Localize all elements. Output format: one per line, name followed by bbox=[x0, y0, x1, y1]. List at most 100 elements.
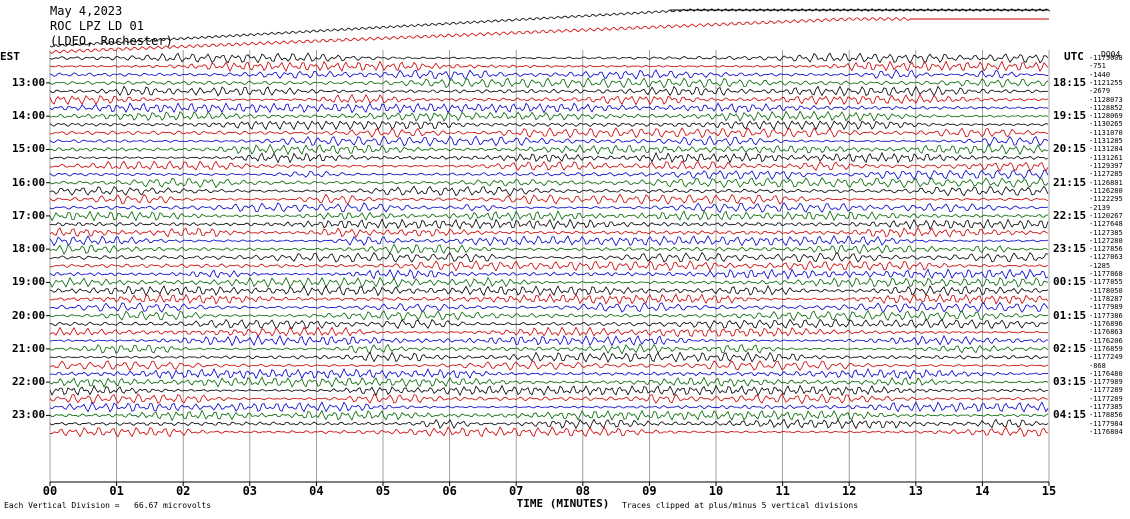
trace-line bbox=[49, 276, 1049, 289]
x-tick-label: 07 bbox=[508, 484, 524, 498]
trace-line bbox=[49, 309, 1049, 322]
trace-offset-label: -1131070 bbox=[1089, 128, 1123, 137]
trace-offset-label: -1122295 bbox=[1089, 195, 1123, 204]
trace-offset-label: -1177289 bbox=[1089, 394, 1123, 403]
trace-line bbox=[49, 367, 1049, 380]
est-hour-label: 23:00 bbox=[12, 408, 46, 422]
est-hour-label: 14:00 bbox=[12, 109, 46, 123]
trace-offset-label: -1178856 bbox=[1089, 411, 1123, 420]
trace-line bbox=[49, 102, 1049, 114]
trace-offset-label: -1126280 bbox=[1089, 186, 1123, 195]
trace-offset-label: -1176804 bbox=[1089, 428, 1123, 436]
trace-line bbox=[49, 326, 1049, 338]
trace-line bbox=[49, 334, 1049, 347]
trace-line bbox=[49, 127, 1049, 139]
est-hour-label: 20:00 bbox=[12, 308, 46, 322]
x-tick-label: 04 bbox=[309, 484, 324, 498]
x-tick-label: 08 bbox=[575, 484, 591, 498]
x-tick-label: 10 bbox=[708, 484, 724, 498]
trace-line bbox=[49, 268, 1049, 281]
station-label: ROC LPZ LD 01 bbox=[50, 19, 144, 33]
utc-hour-label: 00:15 bbox=[1053, 275, 1087, 289]
trace-line bbox=[49, 120, 1049, 131]
trace-offset-label: -1178050 bbox=[1089, 286, 1123, 295]
x-tick-label: 03 bbox=[242, 484, 258, 498]
trace-offset-label: -1128073 bbox=[1089, 95, 1123, 104]
trace-line bbox=[49, 243, 1049, 255]
trace-offset-label: -1129397 bbox=[1089, 162, 1123, 171]
trace-line bbox=[49, 110, 1049, 122]
trace-line bbox=[49, 77, 1049, 89]
trace-offset-label: -1177386 bbox=[1089, 311, 1123, 320]
dq-label: DQ04 bbox=[1101, 50, 1121, 59]
utc-hour-label: 21:15 bbox=[1053, 175, 1087, 189]
utc-hour-label: 04:15 bbox=[1053, 408, 1087, 422]
trace-offset-label: -1131285 bbox=[1089, 137, 1123, 146]
trace-offset-label: -1440 bbox=[1089, 70, 1111, 79]
trace-line bbox=[50, 351, 1049, 363]
est-hour-label: 15:00 bbox=[12, 142, 46, 156]
trace-lines bbox=[49, 8, 1051, 438]
trace-line bbox=[49, 210, 1049, 222]
trace-offset-label: -1177249 bbox=[1089, 353, 1123, 362]
trace-offset-label: -1177989 bbox=[1089, 378, 1123, 387]
trace-offset-label: -1175008 bbox=[1089, 54, 1123, 62]
trace-offset-label: -2679 bbox=[1089, 87, 1111, 96]
trace-offset-label: -868 bbox=[1089, 361, 1106, 370]
utc-hour-label: 23:15 bbox=[1053, 242, 1087, 256]
trace-offset-label: -1177868 bbox=[1089, 270, 1123, 279]
trace-line bbox=[49, 135, 1049, 147]
utc-zone-label: UTC bbox=[1064, 50, 1084, 63]
x-tick-label: 12 bbox=[841, 484, 857, 498]
x-tick-label: 05 bbox=[375, 484, 391, 498]
x-tick-label: 13 bbox=[908, 484, 924, 498]
trace-line bbox=[49, 151, 1049, 164]
est-hour-label: 21:00 bbox=[12, 341, 46, 355]
trace-offset-label: -1285 bbox=[1089, 261, 1111, 270]
trace-line bbox=[49, 284, 1049, 297]
trace-line bbox=[49, 218, 1049, 230]
trace-line bbox=[49, 343, 1049, 355]
trace-offset-label: -1177989 bbox=[1089, 303, 1123, 312]
clip-note: Traces clipped at plus/minus 5 vertical … bbox=[622, 501, 859, 510]
trace-line bbox=[49, 401, 1049, 413]
trace-offset-label: -1176859 bbox=[1089, 344, 1123, 353]
trace-offset-label: -1127863 bbox=[1089, 253, 1123, 262]
trace-line bbox=[49, 376, 1049, 388]
trace-line bbox=[49, 318, 1049, 330]
utc-hour-label: 18:15 bbox=[1053, 75, 1087, 89]
trace-line bbox=[49, 185, 1049, 197]
x-tick-label: 15 bbox=[1041, 484, 1057, 498]
date-label: May 4,2023 bbox=[50, 4, 123, 18]
utc-hour-label: 01:15 bbox=[1053, 308, 1087, 322]
trace-header-black bbox=[49, 8, 1051, 48]
trace-offset-label: -2139 bbox=[1089, 203, 1111, 212]
trace-offset-label: -1120267 bbox=[1089, 211, 1123, 220]
trace-line bbox=[50, 60, 1049, 73]
x-tick-label: 02 bbox=[175, 484, 191, 498]
trace-line bbox=[49, 52, 1049, 64]
trace-offset-label: -1127285 bbox=[1089, 170, 1123, 179]
trace-line bbox=[49, 235, 1049, 247]
scale-note: Each Vertical Division = 66.67 microvolt… bbox=[4, 501, 212, 510]
trace-line bbox=[49, 251, 1049, 263]
est-hour-label: 17:00 bbox=[12, 208, 46, 222]
utc-hour-label: 22:15 bbox=[1053, 208, 1087, 222]
x-axis bbox=[46, 82, 1050, 486]
trace-line bbox=[49, 301, 1049, 313]
x-tick-label: 09 bbox=[642, 484, 657, 498]
network-label: (LDEO, Rochester) bbox=[50, 34, 173, 48]
trace-line bbox=[49, 169, 1049, 180]
x-tick-label: 11 bbox=[775, 484, 790, 498]
trace-offset-label: -1177289 bbox=[1089, 386, 1123, 395]
trace-line bbox=[49, 260, 1049, 272]
est-hour-label: 16:00 bbox=[12, 175, 46, 189]
trace-line bbox=[49, 293, 1049, 305]
trace-offset-label: -1131284 bbox=[1089, 145, 1123, 154]
trace-line bbox=[49, 160, 1049, 172]
est-hour-label: 13:00 bbox=[12, 75, 46, 89]
trace-offset-label: -751 bbox=[1089, 62, 1106, 71]
trace-line bbox=[49, 143, 1049, 156]
trace-line bbox=[49, 85, 1049, 97]
trace-offset-label: -1128852 bbox=[1089, 103, 1123, 112]
